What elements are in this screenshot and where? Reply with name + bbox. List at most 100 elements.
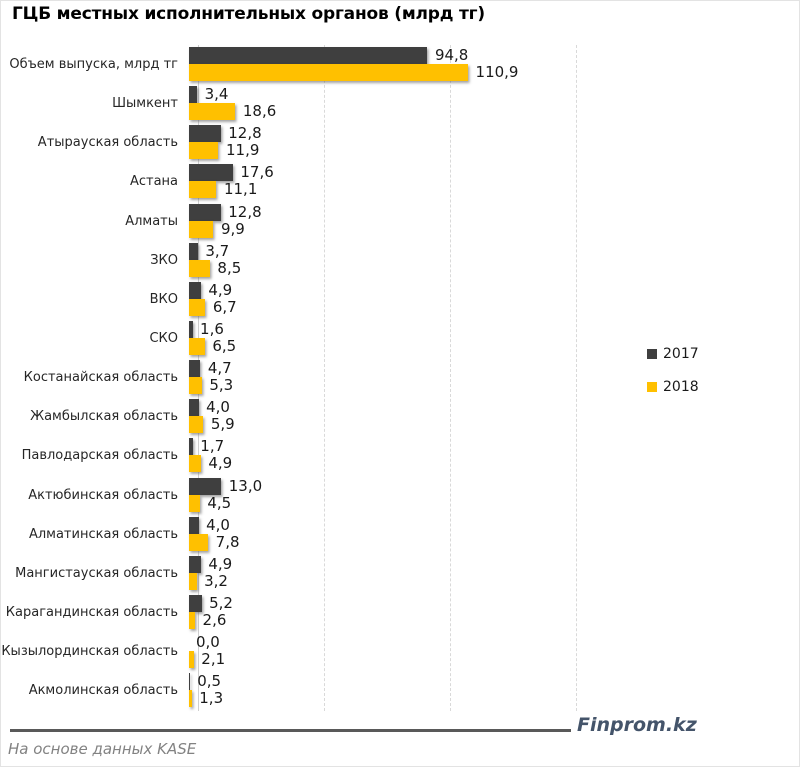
value-label-2017: 94,8 bbox=[434, 46, 469, 64]
legend: 2017 2018 bbox=[647, 346, 699, 412]
gridline-100 bbox=[450, 45, 452, 711]
bar-2018 bbox=[188, 533, 209, 551]
bar-group: 1,6 6,5 bbox=[188, 319, 640, 358]
value-label-2018: 5,3 bbox=[209, 376, 234, 395]
bar-2018 bbox=[188, 494, 200, 512]
source-note: На основе данных KASE bbox=[8, 740, 197, 758]
chart-row: Карагандинская область 5,2 2,6 bbox=[0, 593, 640, 632]
value-label-2017: 1,6 bbox=[200, 319, 224, 338]
value-label-2017: 3,7 bbox=[205, 241, 230, 260]
bar-2018 bbox=[188, 651, 194, 669]
bar-group: 3,7 8,5 bbox=[188, 241, 640, 280]
bar-2017 bbox=[188, 164, 233, 182]
bar-2017 bbox=[188, 555, 201, 573]
bar-2017 bbox=[188, 594, 202, 612]
bar-2017 bbox=[188, 203, 221, 221]
bar-2017 bbox=[188, 516, 199, 534]
bar-2018 bbox=[188, 416, 204, 434]
value-label-2017: 4,7 bbox=[207, 359, 232, 378]
bar-group: 4,0 5,9 bbox=[188, 397, 640, 436]
value-label-2018: 4,5 bbox=[207, 493, 232, 512]
value-label-2017: 4,0 bbox=[206, 398, 230, 417]
bar-2017 bbox=[188, 477, 222, 495]
category-label: Павлодарская область bbox=[21, 448, 178, 464]
value-label-2018: 11,1 bbox=[223, 180, 258, 199]
chart-row: Акмолинская область 0,5 1,3 bbox=[0, 671, 640, 710]
bar-group: 5,2 2,6 bbox=[188, 593, 640, 632]
value-label-2018: 2,1 bbox=[201, 650, 226, 669]
chart-row: Жамбылская область 4,0 5,9 bbox=[0, 397, 640, 436]
value-label-2017: 0,0 bbox=[196, 633, 220, 652]
bar-2018 bbox=[188, 690, 192, 708]
bar-2017 bbox=[188, 242, 198, 260]
category-label: ВКО bbox=[149, 291, 178, 307]
bar-group: 4,9 6,7 bbox=[188, 280, 640, 319]
category-label: Акмолинская область bbox=[28, 683, 178, 699]
value-label-2017: 12,8 bbox=[228, 202, 262, 221]
value-label-2017: 0,5 bbox=[197, 672, 222, 691]
value-label-2017: 12,8 bbox=[228, 124, 262, 143]
category-label: ЗКО bbox=[150, 252, 178, 268]
legend-marker-2018-icon bbox=[647, 382, 657, 392]
chart-row: Атырауская область 12,8 11,9 bbox=[0, 123, 640, 162]
category-label: Атырауская область bbox=[37, 135, 178, 151]
gridline-150 bbox=[576, 45, 578, 711]
chart-title: ГЦБ местных исполнительных органов (млрд… bbox=[12, 4, 485, 24]
category-label: Костанайская область bbox=[23, 370, 178, 386]
bar-2018 bbox=[188, 298, 206, 316]
bar-group: 1,7 4,9 bbox=[188, 436, 640, 475]
value-label-2018: 2,6 bbox=[202, 610, 227, 629]
bar-2017 bbox=[188, 281, 201, 299]
category-label: Шымкент bbox=[112, 96, 178, 112]
category-label: Карагандинская область bbox=[5, 605, 178, 621]
legend-marker-2017-icon bbox=[647, 349, 657, 359]
value-label-2018: 5,9 bbox=[210, 415, 235, 434]
value-label-2018: 8,5 bbox=[217, 258, 242, 277]
value-label-2017: 1,7 bbox=[200, 437, 225, 456]
bar-2017 bbox=[188, 86, 198, 104]
legend-item-2017: 2017 bbox=[647, 346, 699, 362]
bar-2018 bbox=[188, 611, 196, 629]
bar-2017 bbox=[188, 360, 201, 378]
category-label: Актюбинская область bbox=[28, 487, 178, 503]
bar-2018 bbox=[188, 572, 197, 590]
bar-group: 0,0 2,1 bbox=[188, 632, 640, 671]
chart-row: Павлодарская область 1,7 4,9 bbox=[0, 436, 640, 475]
bar-2018 bbox=[188, 337, 205, 355]
chart-row: Кызылординская область 0,0 2,1 bbox=[0, 632, 640, 671]
category-label: Алматы bbox=[125, 213, 178, 229]
bar-group: 4,9 3,2 bbox=[188, 554, 640, 593]
bar-2018 bbox=[188, 181, 217, 199]
value-label-2018: 6,7 bbox=[212, 297, 237, 316]
value-label-2017: 17,6 bbox=[240, 163, 274, 182]
category-label: Жамбылская область bbox=[30, 409, 178, 425]
chart-row: Мангистауская область 4,9 3,2 bbox=[0, 554, 640, 593]
bar-2017 bbox=[188, 399, 199, 417]
chart-row: Шымкент 3,4 18,6 bbox=[0, 84, 640, 123]
bar-2018 bbox=[188, 103, 236, 121]
value-label-2018: 4,9 bbox=[208, 454, 233, 473]
bar-2018 bbox=[188, 142, 219, 160]
chart-row: ЗКО 3,7 8,5 bbox=[0, 241, 640, 280]
category-label: Мангистауская область bbox=[15, 565, 178, 581]
value-label-2018: 3,2 bbox=[204, 571, 228, 590]
bar-group: 12,8 11,9 bbox=[188, 123, 640, 162]
value-label-2018: 9,9 bbox=[220, 219, 245, 238]
value-label-2018: 1,3 bbox=[199, 689, 224, 708]
gridline-50 bbox=[324, 45, 326, 711]
value-label-2018: 6,5 bbox=[212, 336, 237, 355]
bar-group: 4,7 5,3 bbox=[188, 358, 640, 397]
bar-group: 13,0 4,5 bbox=[188, 476, 640, 515]
bar-2017 bbox=[188, 673, 190, 691]
legend-label-2018: 2018 bbox=[663, 379, 699, 395]
chart-row: Алматы 12,8 9,9 bbox=[0, 202, 640, 241]
bar-group: 94,8 110,9 bbox=[188, 45, 640, 84]
legend-label-2017: 2017 bbox=[663, 346, 699, 362]
bar-2018 bbox=[188, 455, 201, 473]
bar-group: 4,0 7,8 bbox=[188, 515, 640, 554]
chart-row: Актюбинская область 13,0 4,5 bbox=[0, 476, 640, 515]
category-label: Алматинская область bbox=[28, 526, 178, 542]
category-label: СКО bbox=[149, 331, 178, 347]
bar-2018 bbox=[188, 259, 210, 277]
bar-group: 3,4 18,6 bbox=[188, 84, 640, 123]
